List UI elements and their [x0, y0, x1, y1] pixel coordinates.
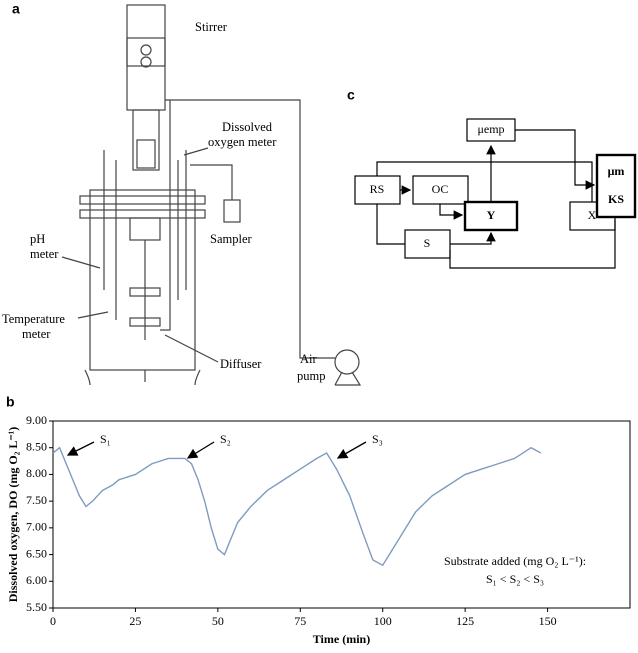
annotation: S₃: [372, 432, 383, 446]
plot-frame: [52, 420, 631, 609]
x-tick-label: 75: [294, 614, 306, 628]
label: meter: [30, 247, 59, 261]
y-tick-label: 5.50: [26, 600, 47, 614]
note: Substrate added (mg O₂ L⁻¹):: [444, 554, 586, 568]
label: Dissolved: [222, 120, 273, 134]
node: KS: [608, 192, 624, 206]
label: Diffuser: [220, 357, 262, 371]
label: pump: [297, 369, 325, 383]
x-tick-label: 100: [374, 614, 392, 628]
label: oxygen meter: [208, 135, 277, 149]
label: Air: [300, 352, 318, 366]
label: Stirrer: [195, 20, 228, 34]
annotation-arrow: [336, 441, 367, 459]
x-tick-label: 150: [539, 614, 557, 628]
y-tick-label: 7.50: [26, 493, 47, 507]
x-tick-label: 0: [50, 614, 56, 628]
node: μemp: [477, 122, 504, 136]
node: X: [588, 208, 597, 222]
y-tick-label: 8.00: [26, 466, 47, 480]
note: S₁ < S₂ < S₃: [486, 572, 544, 586]
reactor-drawing: [61, 4, 362, 386]
node: Y: [487, 208, 496, 222]
x-axis-label: Time (min): [313, 632, 370, 646]
node: S: [424, 236, 431, 250]
y-axis-label: Dissolved oxygen, DO (mg O₂ L⁻¹): [6, 427, 20, 603]
annotation-arrow: [66, 441, 95, 456]
x-tick-label: 125: [456, 614, 474, 628]
y-tick-label: 8.50: [26, 439, 47, 453]
y-tick-label: 9.00: [26, 413, 47, 427]
x-tick-label: 25: [129, 614, 141, 628]
line: [52, 446, 542, 567]
x-tick-label: 50: [212, 614, 224, 628]
annotation-arrow: [186, 441, 215, 459]
annotation: S₁: [100, 432, 111, 446]
annotation: S₂: [220, 432, 231, 446]
y-tick-label: 6.50: [26, 546, 47, 560]
chart: 5.50 6.00 6.50 7.00 7.50 8.00 8.50 9.00 0 25 50 75 1…: [6, 413, 631, 646]
panel-label: b: [6, 394, 15, 410]
y-tick-label: 6.00: [26, 573, 47, 587]
panel-label: c: [347, 87, 355, 103]
node: μm: [608, 164, 625, 178]
y-tick-label: 7.00: [26, 520, 47, 534]
label: pH: [30, 232, 45, 246]
label: Sampler: [210, 232, 252, 246]
panel-label: a: [12, 1, 20, 17]
node: OC: [432, 182, 449, 196]
node: RS: [370, 182, 385, 196]
label: Temperature: [2, 312, 65, 326]
block-diagram: [354, 118, 637, 269]
label: meter: [22, 327, 51, 341]
